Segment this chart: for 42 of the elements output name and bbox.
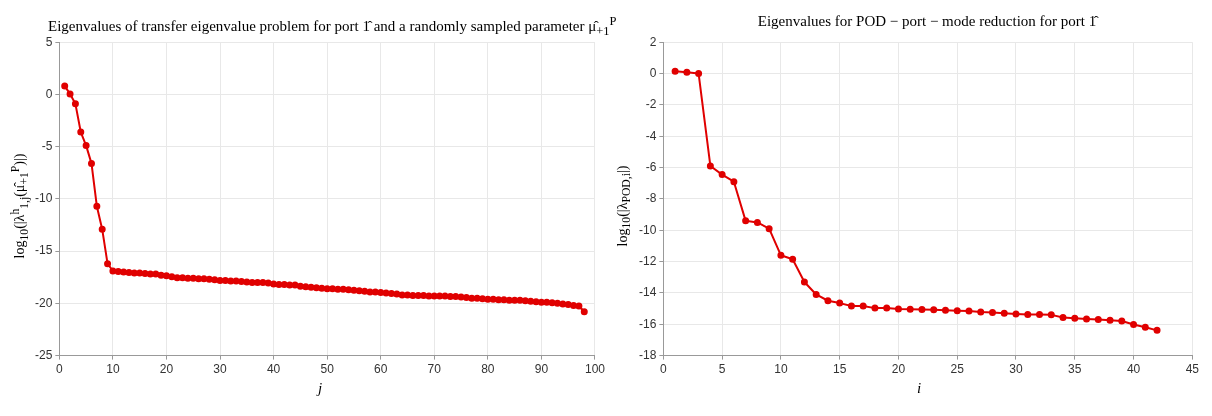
y-tick-label: -5 (41, 138, 53, 153)
chart-title: Eigenvalues for POD − port − mode reduction for port 1̂ (757, 13, 1097, 29)
y-tick-label: -18 (639, 347, 657, 362)
x-tick-label: 0 (660, 362, 667, 377)
x-tick-label: 40 (266, 362, 281, 377)
y-tick-label: -6 (645, 159, 657, 174)
x-tick-label: 70 (427, 362, 442, 377)
x-tick-label: 5 (718, 362, 726, 377)
y-tick-label: -14 (639, 285, 657, 300)
y-tick-label: -10 (639, 222, 657, 237)
x-tick-label: 40 (1126, 362, 1141, 377)
x-tick-label: 10 (106, 362, 120, 377)
y-tick-label: -16 (639, 316, 657, 331)
y-tick-label: 5 (45, 34, 53, 49)
x-tick-label: 20 (891, 362, 906, 377)
x-tick-label: 30 (213, 362, 228, 377)
x-tick-label: 90 (534, 362, 549, 377)
x-tick-label: 45 (1185, 362, 1200, 377)
y-tick-label: -12 (639, 253, 657, 268)
y-tick-label: -20 (35, 295, 53, 310)
x-tick-label: 100 (584, 362, 606, 377)
x-tick-label: 20 (159, 362, 174, 377)
x-tick-label: 10 (774, 362, 788, 377)
x-tick-label: 35 (1068, 362, 1082, 377)
y-tick-label: -8 (645, 191, 657, 206)
y-tick-label: 0 (649, 65, 657, 80)
y-tick-label: -25 (35, 347, 53, 362)
y-tick-label: -10 (35, 191, 53, 206)
x-tick-label: 60 (374, 362, 388, 377)
y-tick-label: -2 (645, 97, 657, 112)
y-tick-label: 0 (45, 86, 53, 101)
y-tick-label: 2 (649, 34, 657, 49)
y-tick-label: -15 (35, 243, 53, 258)
x-tick-label: 50 (320, 362, 335, 377)
x-tick-label: 0 (56, 362, 63, 377)
x-tick-label: 80 (481, 362, 495, 377)
x-tick-label: 30 (1009, 362, 1023, 377)
x-axis-title: i (915, 380, 923, 397)
x-axis-title: j (315, 380, 324, 397)
x-tick-label: 15 (832, 362, 847, 377)
y-tick-label: -4 (645, 128, 657, 143)
x-tick-label: 25 (950, 362, 965, 377)
